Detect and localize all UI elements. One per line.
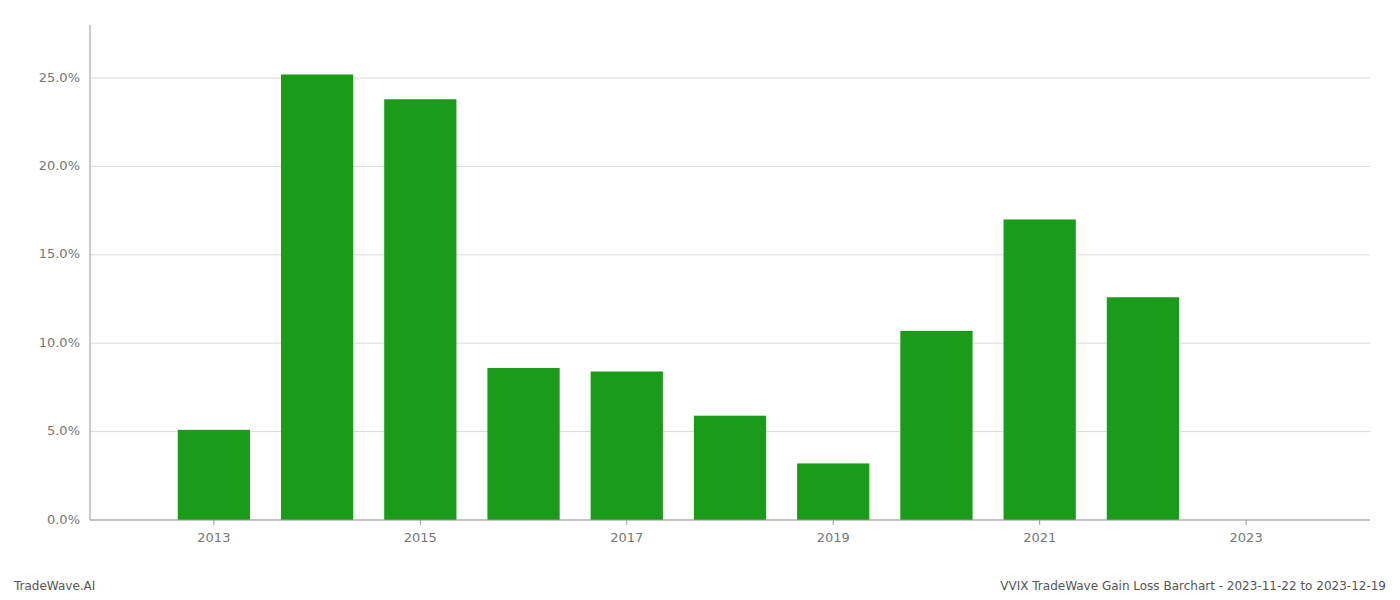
y-tick-label: 10.0% bbox=[39, 335, 80, 350]
grid-line bbox=[90, 520, 1370, 521]
bars bbox=[178, 75, 1179, 521]
watermark: TradeWave.AI bbox=[13, 579, 95, 593]
bar bbox=[1004, 219, 1076, 520]
y-tick-label: 0.0% bbox=[47, 512, 80, 527]
x-tick-label: 2013 bbox=[197, 530, 230, 545]
y-tick-labels: 0.0% 5.0% 10.0% 15.0% 20.0% 25.0% bbox=[39, 70, 80, 527]
x-tick bbox=[213, 520, 214, 525]
background bbox=[0, 0, 1400, 600]
title: VVIX TradeWave Gain Loss Barchart - 2023… bbox=[1000, 579, 1386, 593]
x-tick bbox=[1246, 520, 1247, 525]
bar bbox=[487, 368, 559, 520]
x-axis-line bbox=[90, 520, 1370, 521]
y-axis-line bbox=[90, 25, 91, 520]
bar bbox=[384, 99, 456, 520]
x-tick bbox=[626, 520, 627, 525]
x-tick bbox=[420, 520, 421, 525]
x-ticks: 2013 2015 2017 2019 2021 2023 bbox=[197, 520, 1262, 545]
x-tick-label: 2015 bbox=[404, 530, 437, 545]
y-tick-label: 15.0% bbox=[39, 246, 80, 261]
bar bbox=[694, 416, 766, 520]
bar bbox=[281, 75, 353, 521]
x-tick-label: 2021 bbox=[1023, 530, 1056, 545]
bar bbox=[178, 430, 250, 520]
bar bbox=[900, 331, 972, 520]
chart-svg: 0.0% 5.0% 10.0% 15.0% 20.0% 25.0% 2013 2015 2017… bbox=[0, 0, 1400, 600]
bar bbox=[591, 372, 663, 521]
x-tick-label: 2023 bbox=[1230, 530, 1263, 545]
y-tick-label: 20.0% bbox=[39, 158, 80, 173]
x-tick-label: 2019 bbox=[817, 530, 850, 545]
x-tick bbox=[1039, 520, 1040, 525]
x-tick bbox=[833, 520, 834, 525]
chart-container: 0.0% 5.0% 10.0% 15.0% 20.0% 25.0% 2013 2015 2017… bbox=[0, 0, 1400, 600]
bar bbox=[1107, 297, 1179, 520]
bar bbox=[797, 463, 869, 520]
y-tick-label: 5.0% bbox=[47, 423, 80, 438]
y-tick-label: 25.0% bbox=[39, 70, 80, 85]
x-tick-label: 2017 bbox=[610, 530, 643, 545]
